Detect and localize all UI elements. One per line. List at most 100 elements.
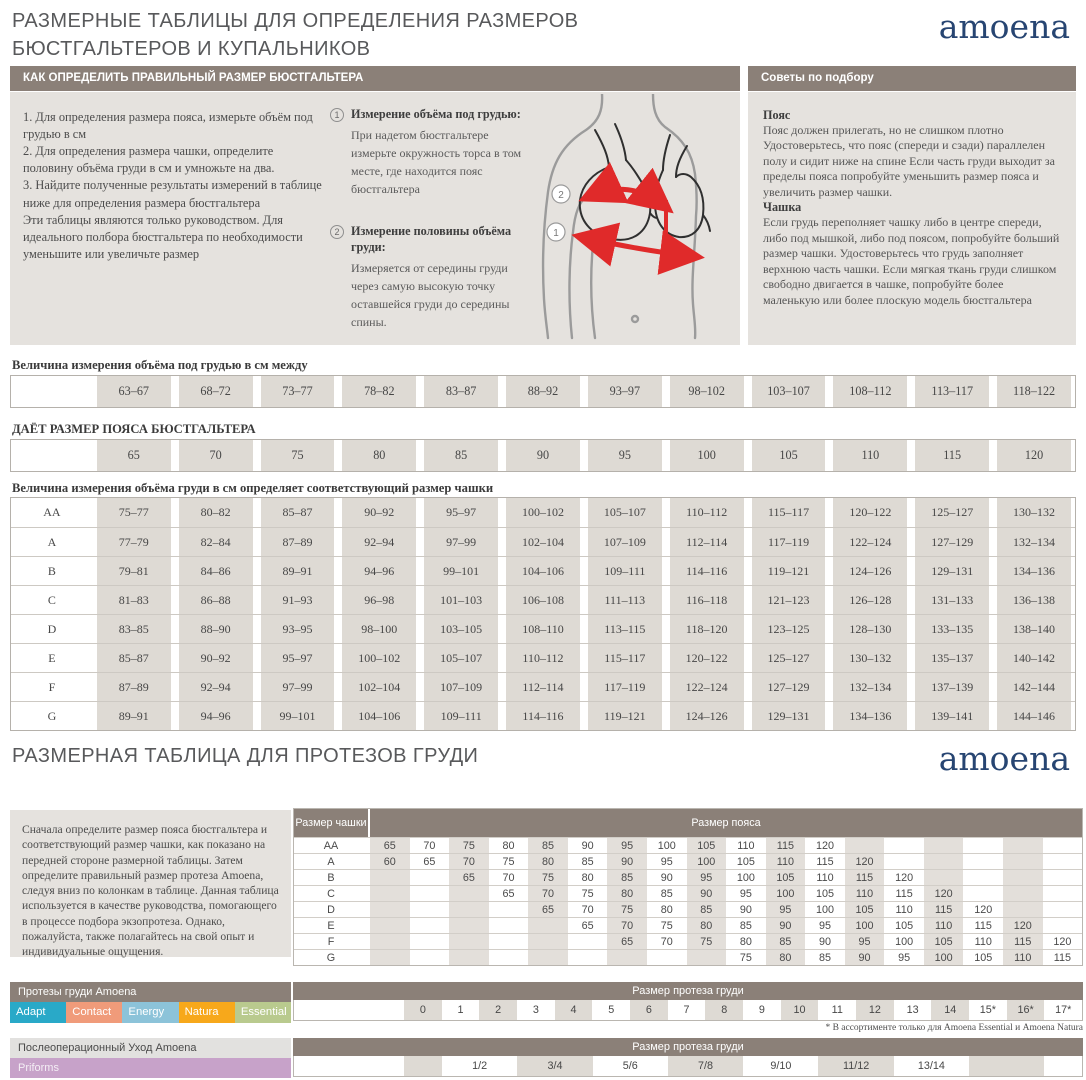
prosthesis-band-cell: 105	[974, 952, 993, 964]
cup-table-row: G 89–91 94–96 99–101 104–106 109–111 114–116 11…	[11, 701, 1075, 730]
underbust-range-cell: 118–122	[993, 376, 1075, 407]
prosthesis-size-cell: 6	[630, 1000, 668, 1020]
prosthesis-band-cell: 95	[818, 920, 831, 932]
prosthesis-band-cell	[449, 934, 489, 949]
prosthesis-size-cell: 4	[554, 1000, 593, 1020]
bra-outline	[578, 123, 711, 241]
prosthesis-band-cell: 120	[1053, 936, 1072, 948]
prosthesis-band-cell: 80	[607, 886, 647, 901]
cup-range-cell: 88–90	[174, 615, 257, 643]
underbust-range-cell: 73–77	[256, 376, 339, 407]
prosthesis-size-scale-2: Размер протеза груди 1/2 3/4 5/6 7/8 9/10 11/…	[293, 1038, 1083, 1077]
band-size-table: 65 70 75 80 85 90 95 100 105 110 115 120	[10, 439, 1076, 472]
band-table-label: ДАЁТ РАЗМЕР ПОЯСА БЮСТГАЛЬТЕРА	[12, 422, 256, 436]
prosthesis-band-cell: 85	[686, 902, 727, 917]
prosthesis-band-cell: 90	[844, 950, 885, 965]
priforms-size-cell: 11/12	[818, 1056, 894, 1076]
cup-range-cell: 116–118	[665, 586, 748, 614]
prosthesis-band-cell: 85	[739, 920, 752, 932]
prosthesis-band-cell: 115	[895, 888, 913, 900]
cup-range-cell: 101–103	[420, 586, 503, 614]
cup-table-row: AA 75–77 80–82 85–87 90–92 95–97 100–102 105–10…	[11, 498, 1075, 527]
prosthesis-band-cell: 90	[607, 854, 647, 869]
priforms-size-cell: 9/10	[770, 1060, 792, 1072]
prosthesis-band-cell	[1043, 886, 1083, 901]
prosthesis-band-cell: 70	[660, 936, 673, 948]
measure-arrows	[571, 162, 705, 275]
prosthesis-band-cell	[489, 950, 529, 965]
underbust-range-cell: 78–82	[338, 376, 421, 407]
prosthesis-band-cell: 90	[818, 936, 831, 948]
prosthesis-band-cell: 100	[844, 918, 885, 933]
prosthesis-band-cell: 110	[765, 854, 806, 869]
prosthesis-band-cell: 100	[765, 886, 806, 901]
prosthesis-size-cell: 16*	[1006, 1000, 1045, 1020]
measurement-figure: 2 1	[516, 92, 738, 345]
measure-item-2: 2 Измерение половины объёма груди: Измер…	[330, 224, 526, 331]
band-size-cell: 90	[502, 440, 584, 471]
band-size-cell: 75	[256, 440, 339, 471]
cup-range-cell: 85–87	[92, 644, 175, 672]
cup-range-cell: 98–100	[338, 615, 421, 643]
cup-table-row: A 77–79 82–84 87–89 92–94 97–99 102–104 107–109…	[11, 527, 1075, 556]
prosthesis-band-cell: 85	[607, 870, 647, 885]
cup-range-cell: 113–115	[583, 615, 666, 643]
prosthesis-cup-letter: AA	[323, 840, 339, 852]
prosthesis-band-cell: 115	[974, 920, 992, 932]
prosthesis-size-cell: 9	[758, 1004, 765, 1016]
cup-range-cell: 128–130	[829, 615, 912, 643]
cup-range-cell: 120–122	[665, 644, 748, 672]
body-outline	[541, 92, 698, 340]
cup-range-cell: 132–134	[993, 528, 1075, 556]
cup-size-table: AA 75–77 80–82 85–87 90–92 95–97 100–102 105–10…	[10, 497, 1076, 731]
size2-empty-cell	[294, 1056, 404, 1076]
prosthesis-band-cell	[370, 950, 410, 965]
prosthesis-cup-letter: G	[326, 952, 336, 964]
prosthesis-table-row: AA 65 70 75 80 85 90 95 100 105 110 115 120	[294, 837, 1082, 853]
cup-range-cell: 109–111	[420, 702, 503, 730]
prosthesis-band-cell	[963, 870, 1003, 885]
prosthesis-band-cell	[528, 918, 568, 933]
prosthesis-band-cell: 120	[844, 854, 885, 869]
product-tag-natura: Natura	[178, 1002, 235, 1023]
cup-range-cell: 117–119	[747, 528, 830, 556]
cup-range-cell: 77–79	[92, 528, 175, 556]
cup-range-cell: 140–142	[993, 644, 1075, 672]
prosthesis-band-cell	[647, 950, 687, 965]
figure-markers: 2 1	[546, 184, 571, 242]
prosthesis-band-cell: 105	[923, 934, 964, 949]
prosthesis-band-cell: 105	[895, 920, 914, 932]
prosthesis-size-cell: 0	[404, 1000, 442, 1020]
size-scale-footnote: * В ассортименте только для Amoena Essen…	[825, 1023, 1083, 1033]
prosthesis-band-cell: 100	[686, 854, 727, 869]
cup-range-cell: 114–116	[665, 557, 748, 585]
underbust-range-cell: 83–87	[420, 376, 503, 407]
cup-range-cell: 93–95	[256, 615, 339, 643]
prosthesis-band-cell: 70	[607, 918, 647, 933]
prosthesis-band-cell: 65	[607, 934, 647, 949]
products-header: Протезы груди Amoena	[10, 982, 291, 1002]
prosthesis-band-cell	[489, 934, 529, 949]
prosthesis-band-cell: 120	[815, 840, 834, 852]
prosthesis-band-cell: 115	[1053, 952, 1071, 964]
prosthesis-band-cell: 120	[1003, 918, 1043, 933]
brand-logo: amoena	[938, 7, 1070, 46]
prosthesis-size-cell: 1	[457, 1004, 464, 1016]
cup-letter: AA	[11, 498, 93, 527]
tips-belt-text: Пояс должен прилегать, но не слишком пло…	[763, 123, 1055, 199]
measure-instructions: 1 Измерение объёма под грудью: При надет…	[330, 107, 526, 357]
prosthesis-cup-letter: B	[327, 872, 335, 884]
prosthesis-band-cell: 95	[844, 934, 885, 949]
underbust-range-cell: 108–112	[829, 376, 912, 407]
prosthesis-band-cell: 115	[765, 838, 806, 853]
torso-illustration: 2 1	[541, 92, 711, 340]
product-tags: Adapt Contact Energy Natura Essential	[10, 1002, 292, 1023]
cup-range-cell: 108–110	[502, 615, 584, 643]
cup-range-cell: 102–104	[338, 673, 421, 701]
cup-range-cell: 125–127	[747, 644, 830, 672]
prosthesis-band-cell: 105	[736, 856, 755, 868]
cup-range-cell: 125–127	[911, 498, 994, 527]
brand-logo-2: amoena	[938, 739, 1070, 778]
prosthesis-band-cell	[923, 838, 964, 853]
measure-2-text: Измеряется от середины груди через самую…	[351, 260, 510, 329]
